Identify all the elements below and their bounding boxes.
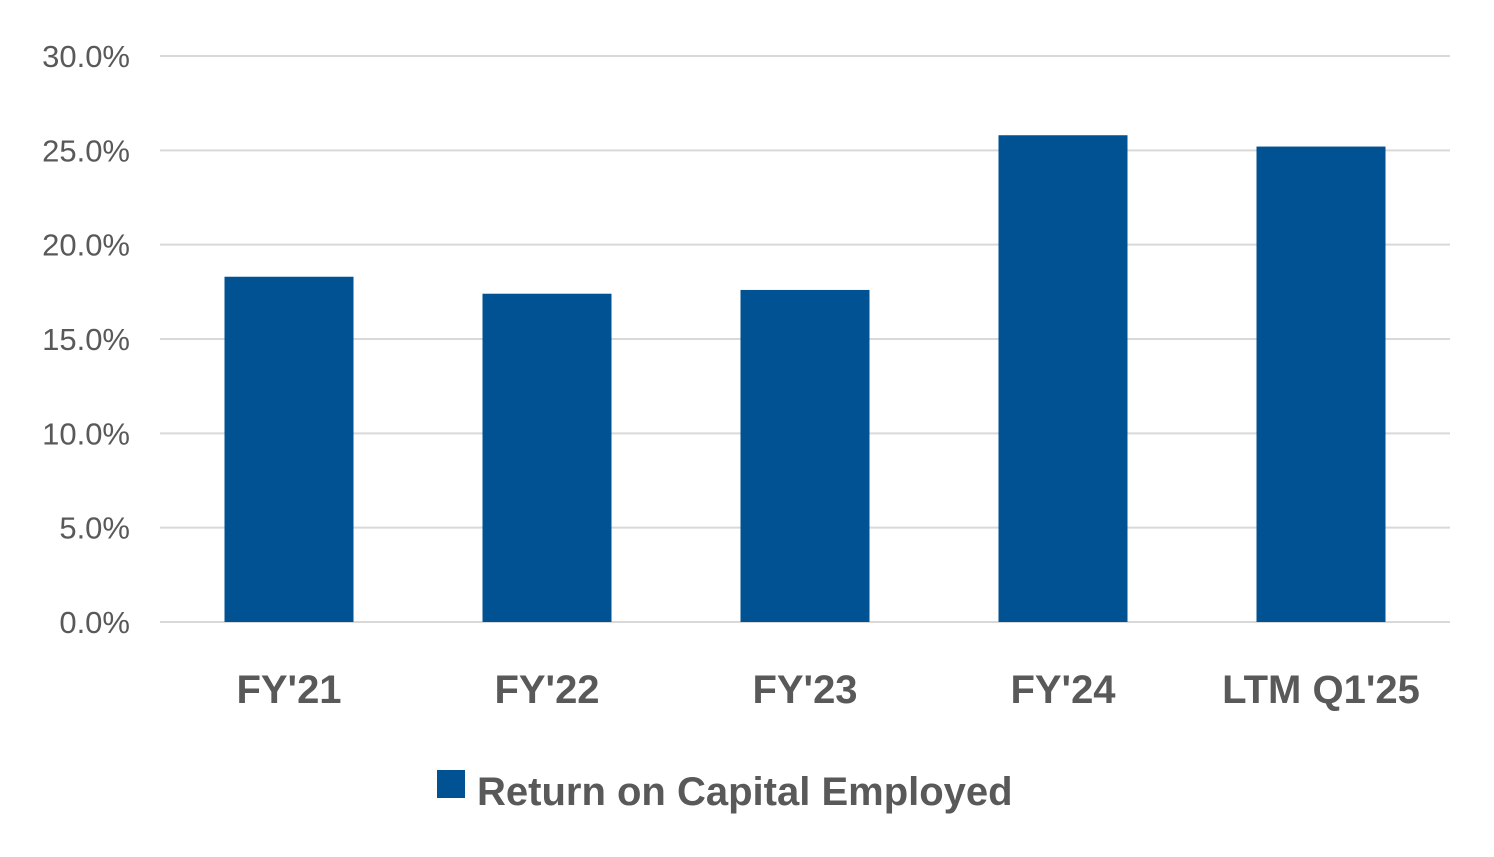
y-tick-label: 20.0% [42,228,130,263]
legend-label: Return on Capital Employed [477,770,1013,814]
x-tick-label: LTM Q1'25 [1222,668,1420,712]
x-tick-label: FY'21 [236,668,341,712]
y-tick-label: 0.0% [59,605,130,640]
y-tick-label: 5.0% [59,511,130,546]
legend: Return on Capital Employed [437,770,1013,814]
x-axis-tick-labels: FY'21 FY'22 FY'23 FY'24 LTM Q1'25 [236,668,1419,712]
y-tick-label: 30.0% [42,39,130,74]
y-tick-label: 10.0% [42,416,130,451]
bars [224,135,1386,623]
bar [224,276,354,622]
bar [1256,146,1386,622]
x-tick-label: FY'24 [1010,668,1116,712]
bar [740,289,870,622]
bar [998,135,1128,623]
y-tick-label: 25.0% [42,133,130,168]
y-tick-label: 15.0% [42,322,130,357]
x-tick-label: FY'23 [752,668,857,712]
x-tick-label: FY'22 [494,668,599,712]
legend-swatch [437,770,465,798]
bar [482,293,612,622]
y-axis-tick-labels: 0.0% 5.0% 10.0% 15.0% 20.0% 25.0% 30.0% [42,39,130,640]
